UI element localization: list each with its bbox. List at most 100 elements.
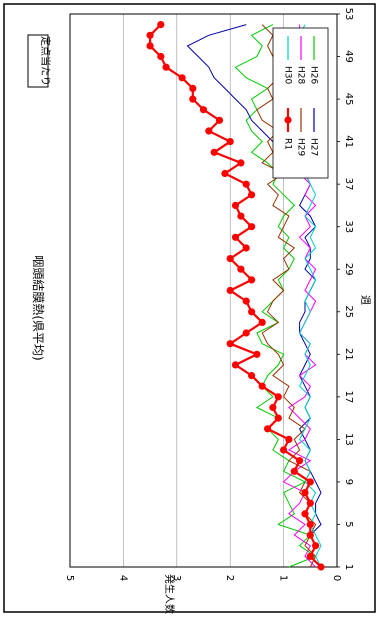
y-tick-label: 3 [171, 575, 182, 581]
data-point-r1 [306, 552, 314, 561]
legend-label: H30 [283, 66, 293, 84]
y-tick: 2 [224, 575, 235, 581]
data-point-r1 [264, 425, 272, 433]
data-point-r1 [178, 74, 186, 82]
data-point-r1 [248, 223, 256, 231]
x-tick-label: 25 [343, 305, 354, 318]
legend-label: H28 [296, 66, 306, 84]
y-tick: 3 [171, 575, 182, 581]
x-tick-label: 33 [343, 220, 354, 233]
legend-label: R1 [283, 138, 293, 150]
x-tick: 21 [343, 348, 354, 361]
x-axis-title-text: 週 [359, 295, 371, 305]
corner-label-box [27, 34, 49, 88]
data-point-r1 [146, 42, 154, 50]
legend-item-h29: H29 [296, 108, 306, 156]
data-point-r1 [301, 510, 309, 518]
y-tick-label: 0 [331, 575, 342, 581]
legend-label: H29 [296, 138, 306, 156]
data-point-r1 [199, 106, 208, 114]
x-tick-label: 5 [343, 521, 354, 527]
x-tick-label: 21 [343, 348, 354, 361]
legend-item-h28: H28 [296, 36, 306, 84]
legend: H26 H27 H28 H29 H30 R1 [272, 27, 329, 179]
data-point-r1 [157, 52, 165, 61]
data-point-r1 [215, 116, 224, 124]
x-tick-label: 13 [343, 433, 354, 446]
data-point-r1 [189, 84, 197, 92]
x-tick-label: 37 [343, 178, 354, 191]
y-tick-label: 4 [117, 575, 128, 581]
data-point-r1 [248, 191, 256, 199]
data-point-r1 [226, 255, 234, 263]
y-tick: 4 [117, 575, 128, 581]
data-point-r1 [306, 478, 314, 486]
y-tick-label: 2 [224, 575, 235, 581]
data-point-r1 [226, 286, 234, 295]
x-tick-label: 9 [343, 479, 354, 485]
y-axis-title-text: 発生人数 [163, 574, 176, 614]
data-point-r1 [242, 244, 250, 252]
data-point-r1 [312, 542, 320, 550]
x-tick: 37 [343, 178, 354, 191]
data-point-r1 [162, 63, 170, 71]
data-point-r1 [301, 489, 309, 497]
x-tick-label: 53 [343, 8, 354, 21]
data-point-r1 [248, 276, 256, 284]
x-tick: 5 [343, 521, 354, 527]
y-tick-label: 5 [64, 575, 75, 581]
data-point-r1 [258, 318, 266, 326]
legend-item-h27: H27 [309, 108, 319, 156]
legend-item-r1: R1 [283, 108, 293, 150]
data-point-r1 [274, 393, 282, 401]
x-axis-title: 週 [359, 295, 371, 305]
x-tick: 53 [343, 8, 354, 21]
y-tick: 0 [331, 575, 342, 581]
data-point-r1 [226, 138, 234, 146]
data-point-r1 [231, 361, 240, 369]
x-tick: 45 [343, 93, 354, 106]
y-tick-label: 1 [278, 575, 289, 581]
data-point-r1 [242, 180, 250, 188]
x-tick: 9 [343, 479, 354, 485]
data-point-r1 [237, 212, 245, 220]
x-tick: 41 [343, 135, 354, 148]
data-point-r1 [146, 31, 154, 39]
data-point-r1 [280, 446, 288, 454]
series-line-r1 [149, 23, 322, 568]
data-point-r1 [242, 329, 250, 337]
data-point-r1 [231, 201, 240, 209]
data-point-r1 [258, 382, 266, 390]
chart-title-text: 咽頭結膜熱(県平均) [31, 255, 45, 360]
y-tick: 5 [64, 575, 75, 581]
data-point-r1 [306, 499, 314, 507]
data-point-r1 [306, 531, 314, 539]
x-tick-label: 29 [343, 263, 354, 276]
plot-area-frame [69, 13, 338, 568]
data-point-r1 [248, 308, 256, 316]
data-point-r1 [242, 297, 250, 305]
data-point-r1 [296, 457, 304, 465]
data-point-r1 [317, 563, 325, 571]
data-point-r1 [231, 233, 240, 241]
data-point-r1 [189, 95, 197, 103]
data-point-r1 [274, 414, 282, 422]
data-point-r1 [290, 467, 298, 475]
data-point-r1 [285, 435, 293, 443]
x-tick-label: 41 [343, 135, 354, 148]
legend-label: H27 [309, 138, 319, 156]
x-tick: 29 [343, 263, 354, 276]
data-point-r1 [210, 148, 218, 156]
data-point-r1 [237, 265, 245, 273]
legend-item-h30: H30 [283, 36, 293, 84]
data-point-r1 [253, 350, 261, 358]
x-tick: 33 [343, 220, 354, 233]
x-tick-label: 49 [343, 50, 354, 63]
corner-label: 定点当たり [27, 34, 52, 88]
x-tick: 25 [343, 305, 354, 318]
x-tick-label: 45 [343, 93, 354, 106]
x-tick: 13 [343, 433, 354, 446]
